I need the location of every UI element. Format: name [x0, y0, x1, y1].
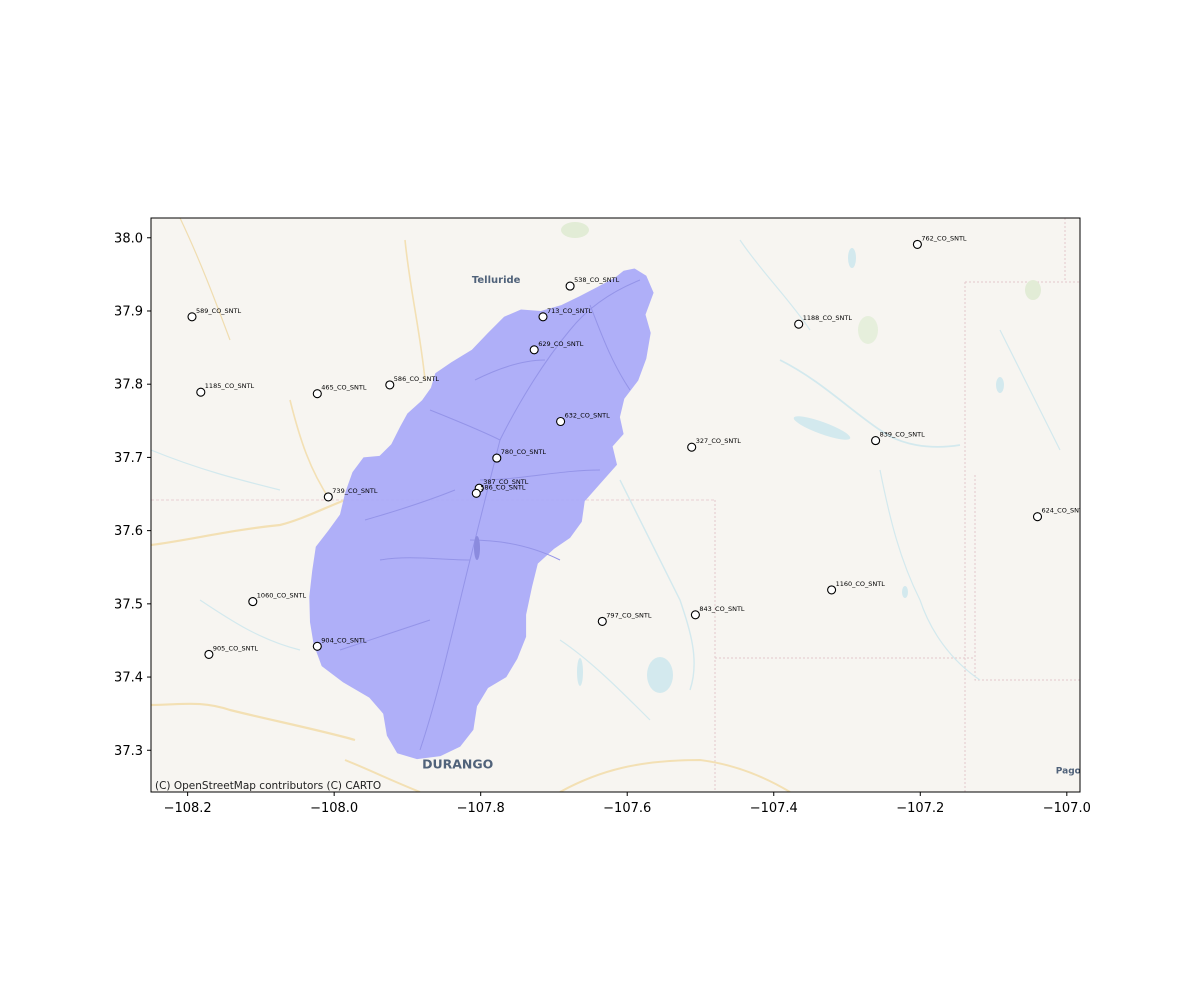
- station-label: 629_CO_SNTL: [538, 340, 584, 348]
- place-label: DURANGO: [422, 757, 493, 772]
- station-marker[interactable]: [529, 345, 539, 355]
- station-label: 780_CO_SNTL: [501, 448, 547, 456]
- station-marker[interactable]: [323, 492, 333, 502]
- station-label: 586_CO_SNTL: [480, 483, 526, 491]
- station-label: 538_CO_SNTL: [574, 276, 620, 284]
- station-marker[interactable]: [912, 239, 922, 249]
- x-tick-label: −107.6: [603, 801, 651, 816]
- place-label: Pagosa Spri: [1056, 767, 1116, 777]
- station-label: 589_CO_SNTL: [196, 307, 242, 315]
- station-marker[interactable]: [492, 453, 502, 463]
- station-label: 586_CO_SNTL: [394, 375, 440, 383]
- y-tick-label: 37.9: [114, 304, 143, 319]
- station-label: 1160_CO_SNTL: [836, 580, 886, 588]
- x-axis: −108.2 −108.0 −107.8 −107.6 −107.4 −107.2 −107…: [164, 792, 1091, 816]
- x-tick-label: −107.8: [457, 801, 505, 816]
- x-tick-label: −107.2: [896, 801, 944, 816]
- y-tick-label: 37.6: [114, 524, 143, 539]
- station-label: 839_CO_SNTL: [880, 431, 926, 439]
- station-marker[interactable]: [794, 319, 804, 329]
- station-marker[interactable]: [871, 436, 881, 446]
- y-tick-label: 37.7: [114, 451, 143, 466]
- y-tick-label: 37.8: [114, 378, 143, 393]
- station-marker[interactable]: [471, 488, 481, 498]
- map-area[interactable]: Telluride DURANGO Pagosa Spri 538_CO_SNTL 7…: [151, 218, 1116, 792]
- map-attribution: (C) OpenStreetMap contributors (C) CARTO: [155, 780, 381, 792]
- station-label: 797_CO_SNTL: [606, 611, 652, 619]
- x-tick-label: −108.2: [164, 801, 212, 816]
- station-marker[interactable]: [538, 312, 548, 322]
- station-label: 1060_CO_SNTL: [257, 592, 307, 600]
- station-marker[interactable]: [1032, 512, 1043, 522]
- station-label: 739_CO_SNTL: [332, 487, 378, 495]
- y-tick-label: 38.0: [114, 231, 143, 246]
- station-marker[interactable]: [565, 281, 575, 291]
- station-label: 762_CO_SNTL: [921, 234, 967, 242]
- station-label: 624_CO_SNTL: [1042, 507, 1088, 515]
- station-marker[interactable]: [827, 585, 837, 595]
- station-label: 1188_CO_SNTL: [803, 314, 853, 322]
- y-tick-label: 37.3: [114, 744, 143, 759]
- station-label: 465_CO_SNTL: [321, 384, 367, 392]
- station-label: 843_CO_SNTL: [699, 605, 745, 613]
- axes-frame: [150, 217, 1081, 793]
- x-tick-label: −108.0: [310, 801, 358, 816]
- basin-lake: [474, 536, 480, 560]
- station-marker[interactable]: [196, 387, 206, 397]
- station-marker[interactable]: [204, 649, 214, 659]
- station-label: 327_CO_SNTL: [696, 437, 742, 445]
- station-label: 905_CO_SNTL: [213, 644, 259, 652]
- station-marker[interactable]: [312, 641, 322, 651]
- station-label: 632_CO_SNTL: [565, 412, 611, 420]
- x-tick-label: −107.0: [1043, 801, 1091, 816]
- y-tick-label: 37.4: [114, 671, 143, 686]
- station-marker[interactable]: [312, 389, 322, 399]
- station-label: 387_CO_SNTL: [483, 478, 529, 486]
- station-marker[interactable]: [687, 442, 697, 452]
- station-marker[interactable]: [690, 610, 700, 620]
- station-marker[interactable]: [597, 616, 607, 626]
- station-marker[interactable]: [385, 380, 395, 390]
- station-marker[interactable]: [556, 416, 566, 427]
- x-tick-label: −107.4: [750, 801, 798, 816]
- station-label: 904_CO_SNTL: [321, 636, 367, 644]
- place-labels: Telluride DURANGO Pagosa Spri: [422, 275, 1116, 777]
- place-label: Telluride: [472, 275, 521, 286]
- basemap-features: [151, 218, 1080, 792]
- y-tick-label: 37.5: [114, 597, 143, 612]
- station-markers[interactable]: 538_CO_SNTL 713_CO_SNTL 629_CO_SNTL 632_CO_…: [187, 234, 1088, 659]
- station-label: 713_CO_SNTL: [547, 307, 593, 315]
- y-axis: 37.3 37.4 37.5 37.6 37.7 37.8 37.9 38.0: [114, 231, 151, 759]
- station-marker[interactable]: [187, 312, 197, 322]
- station-label: 1185_CO_SNTL: [205, 382, 255, 390]
- station-marker[interactable]: [248, 597, 258, 607]
